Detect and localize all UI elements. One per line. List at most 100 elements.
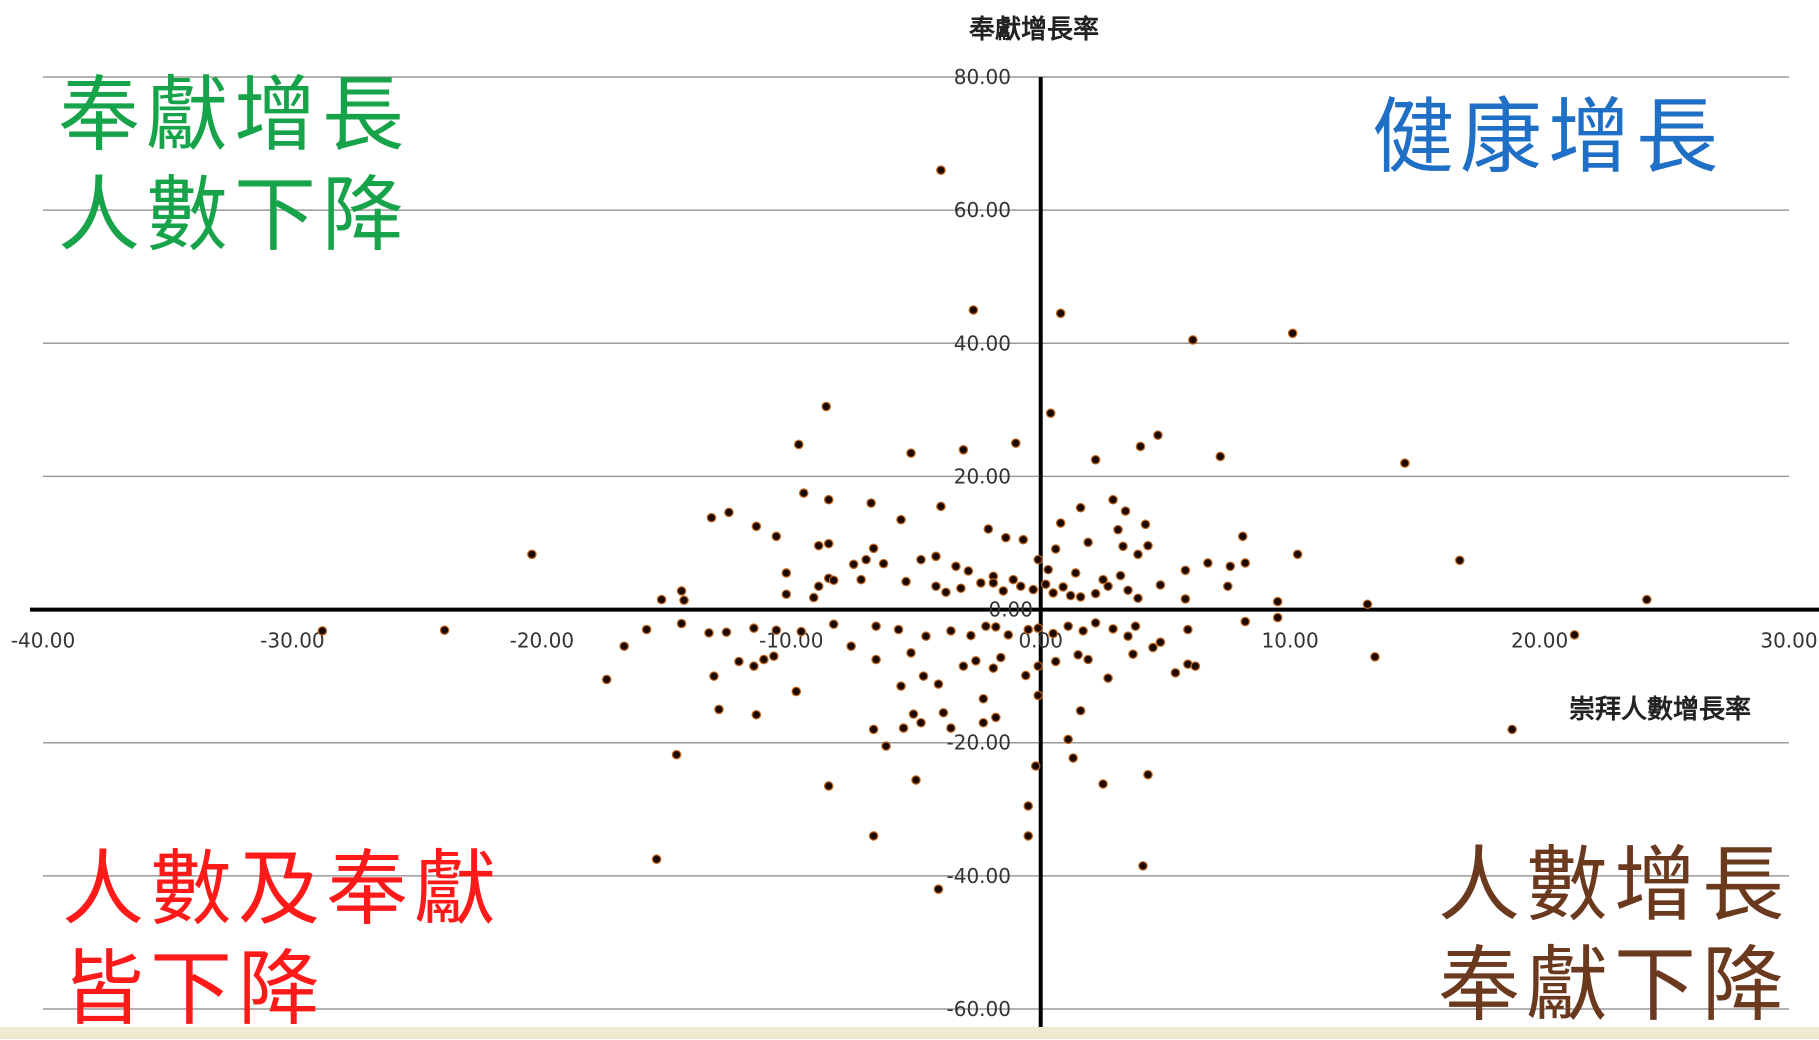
data-point-98 [317,626,328,636]
data-point-27 [896,514,906,525]
y-tick-label-7: -60.00 [947,997,1011,1021]
data-point-93 [1180,594,1191,604]
data-point-185 [868,831,879,841]
data-point-77 [956,583,966,594]
data-point-65 [656,594,667,605]
x-tick-label-1: -30.00 [260,629,324,653]
data-point-176 [1030,761,1041,771]
data-point-186 [651,854,662,865]
y-tick-label-0: 80.00 [954,65,1011,89]
x-tick-label-3: -10.00 [759,629,823,653]
data-point-140 [918,671,929,681]
data-point-164 [978,693,989,704]
x-tick-labels: -40.00 -30.00 -20.00 -10.00 0.00 10.00 20.00 30… [11,629,1818,653]
data-point-57 [1043,564,1053,575]
x-tick-label-0: -40.00 [11,629,75,653]
data-point-175 [671,749,682,760]
data-point-8 [906,448,916,458]
quadrant-bottom-left-line-2: 皆下降 [62,942,327,1037]
data-point-169 [916,717,926,728]
data-point-42 [1118,541,1128,552]
data-point-159 [751,709,762,720]
data-point-161 [896,681,906,691]
data-point-48 [527,549,537,560]
data-point-2 [1055,308,1066,319]
data-point-162 [908,709,919,719]
data-point-103 [704,628,714,638]
data-point-106 [771,625,782,636]
data-point-172 [868,724,879,735]
data-point-80 [998,586,1009,596]
data-point-53 [963,566,974,576]
data-point-83 [1040,579,1051,590]
data-point-177 [1068,753,1078,763]
data-point-21 [1108,494,1118,505]
y-tick-label-2: 40.00 [954,331,1011,355]
quadrant-top-left-line-1: 奉獻增長 [58,68,411,163]
data-point-127 [1183,624,1193,635]
data-point-139 [906,648,916,658]
data-point-111 [921,631,931,641]
data-point-75 [931,581,941,592]
data-point-44 [1143,540,1153,551]
data-point-33 [823,538,834,549]
data-point-36 [931,551,941,562]
data-point-46 [1292,549,1303,560]
data-point-17 [823,494,834,505]
data-point-69 [808,592,819,603]
x-tick-label-6: 20.00 [1511,629,1568,653]
data-point-173 [881,741,891,751]
data-point-90 [1123,585,1133,596]
data-point-58 [1070,568,1081,578]
data-point-88 [1090,588,1101,599]
data-point-100 [619,641,629,651]
data-point-146 [1020,670,1031,681]
data-point-156 [1190,661,1201,671]
data-point-138 [871,654,881,665]
data-point-136 [769,651,779,661]
data-point-128 [1240,616,1251,627]
y-tick-label-4: 0.00 [988,598,1033,622]
data-point-112 [946,626,956,636]
x-tick-label-5: 10.00 [1262,629,1319,653]
data-point-118 [1033,623,1044,634]
data-point-0 [936,165,946,175]
data-point-74 [901,576,911,587]
data-point-51 [861,554,871,565]
data-point-67 [679,595,689,606]
data-point-153 [1148,642,1158,653]
data-point-4 [1287,328,1298,339]
data-point-95 [1272,596,1283,607]
quadrant-label-bottom-right: 人數增長 奉獻下降 [1438,836,1790,1036]
data-point-78 [976,578,986,588]
data-point-122 [1090,618,1101,628]
data-point-130 [1569,630,1580,640]
data-point-5 [821,401,832,412]
data-point-91 [1133,593,1143,604]
data-point-60 [1115,570,1126,581]
quadrant-top-right-line-1: 健康增長 [1372,90,1725,185]
data-point-37 [951,561,961,572]
quadrant-bottom-left-line-1: 人數及奉獻 [62,842,503,937]
data-point-12 [1153,430,1163,440]
data-point-178 [1143,769,1153,780]
data-point-141 [933,679,944,689]
data-point-59 [1098,574,1108,585]
quadrant-label-top-right: 健康增長 [1372,88,1724,188]
data-point-142 [958,661,969,671]
data-point-62 [1203,558,1213,568]
data-point-174 [1063,734,1073,745]
axes [30,77,1819,1030]
data-point-187 [1138,861,1148,871]
data-point-19 [936,501,946,512]
data-point-144 [988,663,999,673]
data-point-171 [978,717,989,728]
data-point-151 [1103,673,1113,683]
data-point-76 [941,587,951,598]
data-point-28 [983,524,994,534]
data-point-52 [878,558,889,569]
data-point-24 [724,507,734,518]
data-point-22 [1120,506,1131,516]
data-point-102 [676,618,687,629]
